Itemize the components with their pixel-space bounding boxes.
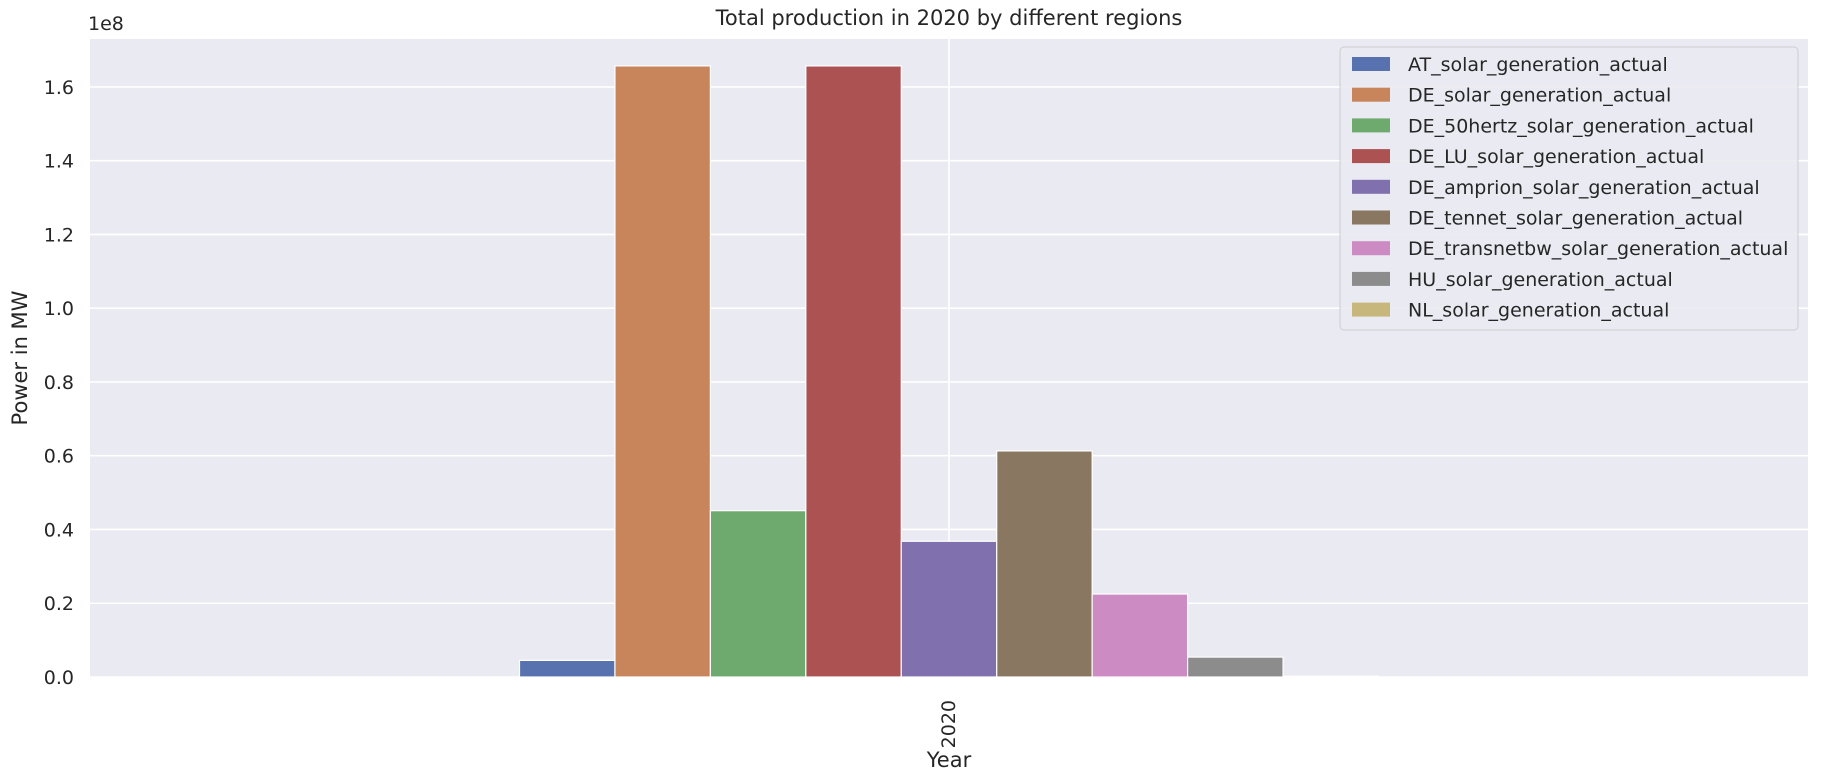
legend-swatch [1352,149,1390,164]
legend-label: DE_amprion_solar_generation_actual [1408,177,1760,199]
chart-title: Total production in 2020 by different re… [715,6,1183,30]
legend-swatch [1352,57,1390,71]
legend-label: DE_solar_generation_actual [1408,85,1671,107]
bar [805,65,902,678]
bars [518,65,1380,678]
x-tick-labels: 2020 [938,700,960,748]
y-tick-label: 0.0 [44,667,74,689]
bar [900,540,998,678]
legend: AT_solar_generation_actual DE_solar_gener… [1339,46,1799,331]
bar [518,659,616,678]
y-tick-label: 1.6 [44,77,74,99]
y-tick-label: 0.6 [44,446,74,468]
legend-swatch [1352,271,1390,286]
legend-box [1339,46,1799,331]
y-axis-label: Power in MW [8,290,32,425]
bar [1187,656,1284,678]
y-tick-label: 1.2 [44,224,74,246]
legend-swatch [1352,179,1390,194]
legend-label: DE_50hertz_solar_generation_actual [1408,115,1754,137]
legend-label: DE_transnetbw_solar_generation_actual [1408,238,1788,260]
y-tick-label: 1.0 [44,298,74,320]
legend-swatch [1352,87,1390,102]
legend-label: AT_solar_generation_actual [1408,54,1668,76]
legend-swatch [1352,241,1390,256]
legend-label: NL_solar_generation_actual [1408,300,1669,322]
y-tick-label: 0.8 [44,372,74,394]
x-tick-label: 2020 [938,700,960,748]
bar [1282,675,1380,678]
legend-swatch [1352,302,1390,317]
legend-label: DE_tennet_solar_generation_actual [1408,208,1743,230]
bar [614,65,711,678]
bar [996,450,1093,678]
legend-swatch [1352,118,1390,133]
y-tick-label: 1.4 [44,151,74,173]
y-offset-label: 1e8 [88,13,124,35]
legend-label: HU_solar_generation_actual [1408,269,1673,291]
y-tick-labels: 0.0 0.2 0.4 0.6 0.8 1.0 1.2 1.4 1.6 [44,77,74,689]
bar [709,510,807,678]
y-tick-label: 0.4 [44,519,74,541]
bar [1091,593,1189,678]
x-axis-label: Year [926,748,972,772]
legend-label: DE_LU_solar_generation_actual [1408,146,1704,168]
y-tick-label: 0.2 [44,593,74,615]
legend-swatch [1352,210,1390,225]
